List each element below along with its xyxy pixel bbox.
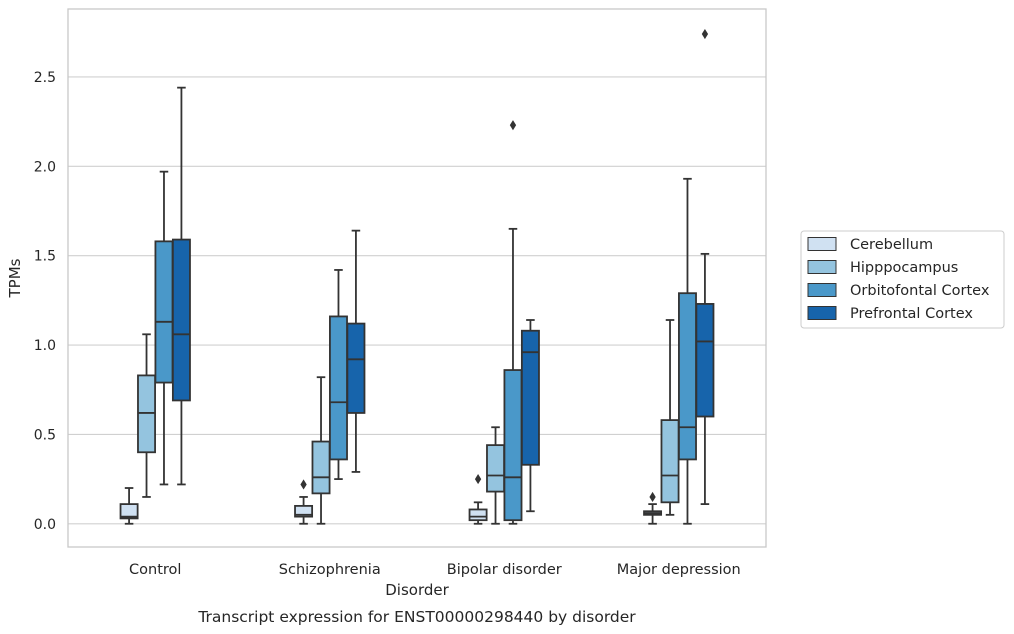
box-0-1 <box>137 333 156 498</box>
box-3-1 <box>660 319 680 516</box>
iqr-box <box>503 369 523 522</box>
x-tick-label: Control <box>129 562 181 578</box>
outlier-marker <box>509 120 517 131</box>
box-2-0 <box>468 474 488 525</box>
x-axis-label: Disorder <box>385 581 449 599</box>
legend-entry: Hipppocampus <box>807 260 958 276</box>
x-tick-labels: Control Schizophrenia Bipolar disorder Majo… <box>129 562 741 578</box>
box-0-3 <box>171 86 191 486</box>
y-tick-labels: 0.0 0.5 1.0 1.5 2.0 2.5 <box>34 70 56 533</box>
y-tick-label: 2.0 <box>34 159 56 175</box>
legend-label: Orbitofontal Cortex <box>850 283 990 299</box>
y-tick-label: 2.5 <box>34 70 56 86</box>
y-tick-label: 0.0 <box>34 517 56 533</box>
x-tick-label: Schizophrenia <box>279 562 381 578</box>
iqr-box <box>119 503 139 520</box>
legend-entry: Cerebellum <box>807 237 933 253</box>
legend-entry: Prefrontal Cortex <box>807 306 973 322</box>
iqr-box <box>678 292 697 461</box>
plot-frame <box>67 8 767 548</box>
legend-swatch <box>807 283 837 297</box>
box-3-2 <box>678 177 697 525</box>
iqr-box <box>154 240 174 384</box>
legend-swatch <box>807 237 837 251</box>
box-1-3 <box>346 229 366 473</box>
box-2-1 <box>486 426 505 525</box>
y-axis-label: TPMs <box>6 258 24 298</box>
box-3-0 <box>643 491 663 525</box>
box-0-2 <box>154 170 174 486</box>
iqr-box <box>311 440 331 495</box>
iqr-box <box>520 329 540 466</box>
y-tick-label: 1.0 <box>34 338 56 354</box>
legend: Cerebellum Hipppocampus Orbitofontal Corte… <box>800 230 1005 329</box>
x-tick-label: Bipolar disorder <box>447 562 562 578</box>
box-0-0 <box>119 487 139 525</box>
legend-items: Cerebellum Hipppocampus Orbitofontal Corte… <box>807 237 990 322</box>
x-tick-label: Major depression <box>617 562 741 578</box>
iqr-box <box>329 315 348 461</box>
iqr-box <box>660 419 680 504</box>
y-tick-label: 1.5 <box>34 249 56 265</box>
box-2-2 <box>503 120 523 525</box>
box-2-3 <box>520 319 540 513</box>
box-1-2 <box>329 269 348 480</box>
legend-label: Cerebellum <box>850 237 933 253</box>
y-tick-label: 0.5 <box>34 427 56 443</box>
legend-swatch <box>807 260 837 274</box>
box-series <box>119 28 715 525</box>
legend-label: Prefrontal Cortex <box>850 306 973 322</box>
legend-entry: Orbitofontal Cortex <box>807 283 990 299</box>
box-1-1 <box>311 376 331 525</box>
outlier-marker <box>701 28 709 40</box>
iqr-box <box>468 508 488 522</box>
iqr-box <box>171 238 191 402</box>
outlier-marker <box>474 474 482 485</box>
box-1-0 <box>294 479 314 525</box>
box-3-3 <box>695 28 715 506</box>
outlier-marker <box>649 491 656 502</box>
outlier-marker <box>300 479 307 490</box>
iqr-box <box>294 504 314 518</box>
legend-frame <box>800 230 1005 329</box>
legend-swatch <box>807 306 837 320</box>
iqr-box <box>486 444 505 493</box>
legend-label: Hipppocampus <box>850 260 958 276</box>
iqr-box <box>695 303 715 418</box>
iqr-box <box>346 322 366 414</box>
chart-caption: Transcript expression for ENST0000029844… <box>197 608 636 626</box>
